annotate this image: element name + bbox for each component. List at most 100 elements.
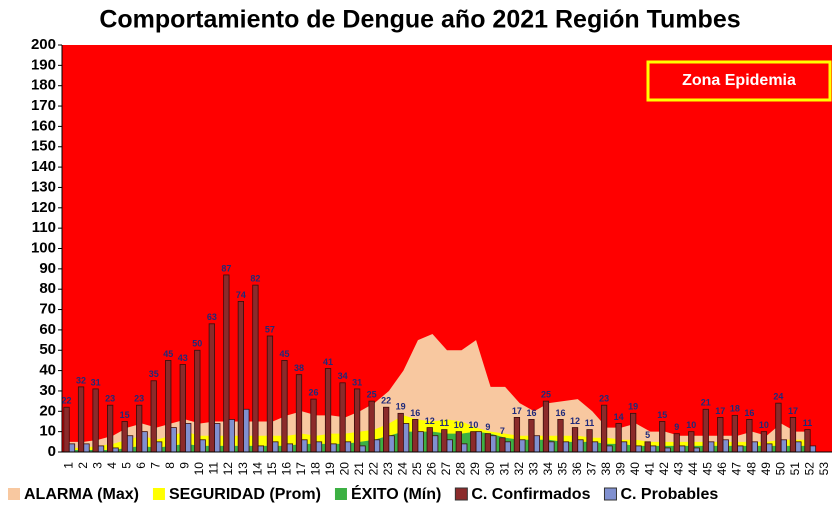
data-label: 12 — [425, 416, 435, 426]
bar — [717, 417, 724, 453]
data-label: 16 — [555, 408, 565, 418]
data-label: 19 — [396, 402, 406, 412]
annotation-box — [646, 60, 832, 102]
bar — [170, 427, 177, 453]
data-label: 16 — [744, 408, 754, 418]
x-tick-label: 9 — [178, 462, 192, 469]
bar — [208, 323, 215, 453]
bar — [664, 447, 671, 453]
bar — [194, 349, 201, 453]
bar — [746, 419, 753, 453]
x-tick-label: 40 — [628, 462, 642, 476]
bar — [68, 443, 76, 453]
bar — [659, 421, 666, 453]
bar — [461, 443, 468, 453]
chart-title: Comportamiento de Dengue año 2021 Región… — [99, 6, 740, 34]
data-label: 16 — [410, 408, 420, 418]
bar — [571, 427, 579, 453]
bar — [780, 439, 787, 453]
x-tick-label: 48 — [744, 462, 758, 476]
data-label: 9 — [485, 422, 490, 432]
legend-swatch — [8, 488, 20, 500]
legend-swatch — [603, 487, 617, 501]
bar — [702, 408, 709, 453]
bar — [228, 419, 235, 453]
bar — [795, 441, 802, 453]
annotation: Zona Epidemia — [682, 72, 796, 89]
y-tick-label: 100 — [31, 239, 56, 256]
x-tick-label: 29 — [468, 462, 482, 476]
bar — [252, 284, 259, 453]
x-tick-label: 1 — [61, 462, 75, 469]
x-tick-label: 21 — [352, 462, 366, 476]
bar — [708, 441, 715, 453]
y-tick-label: 80 — [39, 280, 56, 297]
x-tick-label: 42 — [657, 462, 671, 476]
bar — [731, 414, 738, 453]
x-tick-label: 39 — [614, 462, 628, 476]
data-label: 74 — [236, 290, 246, 300]
data-label: 31 — [352, 377, 362, 387]
bar — [533, 435, 541, 453]
bar — [185, 423, 192, 453]
legend-swatch — [454, 487, 468, 501]
bar — [310, 398, 317, 453]
y-tick-label: 120 — [31, 199, 56, 216]
x-tick-label: 22 — [367, 462, 381, 476]
x-tick-label: 37 — [584, 462, 598, 476]
bar — [237, 301, 245, 453]
bar — [804, 429, 811, 453]
x-tick-label: 20 — [337, 462, 351, 476]
bar — [722, 439, 729, 453]
legend-label: SEGURIDAD (Prom) — [169, 486, 321, 503]
data-label: 10 — [759, 420, 769, 430]
x-tick-label: 11 — [207, 462, 221, 475]
data-label: 26 — [309, 387, 319, 397]
bar — [470, 431, 477, 453]
bar — [528, 419, 535, 453]
bar — [615, 423, 622, 453]
x-tick-label: 38 — [599, 462, 613, 476]
data-label: 45 — [279, 349, 289, 359]
bar — [339, 382, 346, 453]
data-label: 35 — [149, 369, 159, 379]
x-tick-label: 33 — [526, 462, 540, 476]
x-tick-label: 19 — [323, 462, 337, 476]
bar — [809, 445, 817, 453]
bar — [432, 435, 439, 453]
y-tick-label: 60 — [39, 321, 56, 338]
data-label: 63 — [207, 312, 217, 322]
bar — [557, 419, 564, 453]
bar — [214, 423, 221, 453]
bar — [150, 380, 157, 453]
x-tick-label: 50 — [773, 462, 787, 476]
data-label: 15 — [120, 410, 130, 420]
bar — [751, 441, 758, 453]
data-label: 23 — [105, 394, 115, 404]
bar — [693, 447, 700, 453]
x-tick-label: 18 — [308, 462, 322, 476]
bar — [542, 400, 550, 453]
data-label: 7 — [500, 426, 505, 436]
bar — [121, 421, 128, 453]
bar — [301, 439, 308, 453]
bar — [359, 445, 366, 453]
data-label: 10 — [454, 420, 464, 430]
data-label: 57 — [265, 324, 275, 334]
bar — [635, 445, 642, 453]
bar — [775, 402, 782, 453]
bar — [513, 417, 521, 453]
bar — [766, 443, 773, 453]
bar — [388, 435, 395, 453]
x-tick-label: 17 — [294, 462, 308, 476]
bar — [223, 274, 230, 453]
bar — [77, 386, 85, 453]
x-tick-label: 13 — [236, 462, 250, 476]
data-label: 25 — [367, 390, 377, 400]
bar — [266, 335, 274, 453]
data-label: 82 — [250, 274, 260, 284]
bar — [83, 443, 90, 453]
bar — [490, 435, 497, 453]
bar — [586, 429, 593, 453]
y-tick-label: 40 — [39, 362, 56, 379]
